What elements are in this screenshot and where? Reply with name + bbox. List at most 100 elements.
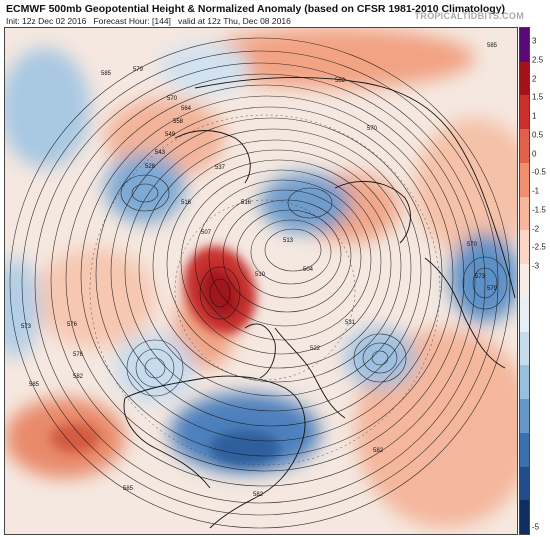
coastline <box>244 323 276 379</box>
anomaly-blob <box>5 48 90 168</box>
height-contour <box>264 228 322 272</box>
height-contour <box>131 183 159 203</box>
colorbar-label: 2 <box>532 74 537 83</box>
height-contour <box>126 339 184 397</box>
brand-watermark: TROPICALTIDBITS.COM <box>414 11 524 21</box>
contour-label: 537 <box>215 165 226 171</box>
height-contour <box>21 50 499 516</box>
contour-label: 528 <box>145 164 156 170</box>
anomaly-blob <box>5 258 40 358</box>
contour-label: 516 <box>241 200 252 206</box>
colorbar-label: 0 <box>532 149 537 158</box>
subtitle: Init: 12z Dec 02 2016 Forecast Hour: [14… <box>6 16 291 26</box>
colorbar-segment <box>520 162 529 198</box>
height-contour <box>110 117 432 427</box>
anomaly-blob <box>345 328 415 388</box>
colorbar-label: -1 <box>532 186 540 196</box>
contour-label: 513 <box>283 238 294 244</box>
height-contour <box>80 95 454 457</box>
anomaly-blob <box>450 233 517 323</box>
contour-label: 522 <box>310 346 321 352</box>
colorbar-label: -0.5 <box>532 167 546 177</box>
colorbar-segment <box>520 500 529 535</box>
map-panel: 585 579 570 564 558 549 543 528 537 516 … <box>4 27 518 535</box>
colorbar-segment <box>520 28 529 63</box>
contour-label: 570 <box>467 242 478 248</box>
height-contour <box>9 37 511 529</box>
colorbar-label: -3 <box>532 261 540 271</box>
anomaly-blob <box>160 43 250 93</box>
height-contour <box>144 357 166 379</box>
height-contour <box>152 149 402 383</box>
height-contour <box>250 219 332 285</box>
height-contour <box>120 174 170 212</box>
height-contours <box>9 37 511 529</box>
contour-label: 516 <box>181 200 192 206</box>
height-contour <box>222 199 352 313</box>
colorbar-segment <box>520 331 529 366</box>
height-contour <box>138 139 412 397</box>
height-contour <box>353 333 407 383</box>
contour-label: 585 <box>29 382 40 388</box>
contour-label: 579 <box>133 67 144 73</box>
height-contour <box>362 342 398 374</box>
height-contour <box>371 350 389 366</box>
anomaly-blob <box>115 333 195 403</box>
contour-label: 582 <box>373 448 384 454</box>
graticule <box>89 114 441 466</box>
coastline <box>334 181 411 244</box>
height-contour <box>166 159 392 369</box>
contour-label: 582 <box>253 492 264 498</box>
colorbar-label: -2.5 <box>532 242 546 252</box>
colorbar-label: -2 <box>532 224 540 233</box>
colorbar-label: -5 <box>532 522 540 532</box>
anomaly-blob <box>105 153 185 223</box>
height-contour <box>208 189 362 327</box>
chart-title: ECMWF 500mb Geopotential Height & Normal… <box>6 3 506 15</box>
contour-label: 510 <box>255 272 266 278</box>
colorbar-label: 3 <box>532 36 537 46</box>
colorbar-segment <box>520 95 529 130</box>
contour-label: 573 <box>475 274 486 280</box>
anomaly-field <box>5 28 517 528</box>
colorbar-segment <box>520 466 529 501</box>
colorbar-segment <box>520 365 529 400</box>
colorbar-segment <box>520 230 529 265</box>
colorbar-segment <box>520 61 529 96</box>
height-contour <box>65 84 465 472</box>
height-contour <box>462 256 508 310</box>
colorbar-segment <box>520 196 529 231</box>
latitude-line <box>89 114 441 466</box>
anomaly-blob <box>195 28 475 88</box>
coastline <box>274 327 346 419</box>
contour-label: 576 <box>73 352 84 358</box>
height-contour <box>472 267 498 299</box>
contour-label: 582 <box>73 374 84 380</box>
contour-label: 582 <box>335 78 346 84</box>
contour-label: 504 <box>303 267 314 273</box>
contour-label: 585 <box>101 71 112 77</box>
colorbar-segment <box>520 129 529 164</box>
colorbar-label: 1.5 <box>532 92 544 102</box>
anomaly-blob <box>50 423 100 453</box>
latitude-line <box>174 199 356 381</box>
contour-labels: 585 579 570 564 558 549 543 528 537 516 … <box>21 43 498 498</box>
height-contour <box>124 128 422 412</box>
coastline <box>424 257 506 369</box>
colorbar <box>519 27 530 535</box>
colorbar-segment <box>520 264 529 299</box>
contour-label: 573 <box>21 324 32 330</box>
contour-label: 558 <box>173 119 184 125</box>
contour-label: 564 <box>181 106 192 112</box>
coastline <box>174 130 251 184</box>
colorbar-label: 0.5 <box>532 130 544 140</box>
anomaly-blob <box>415 118 517 258</box>
colorbar-segment <box>520 399 529 434</box>
height-contour <box>209 278 231 308</box>
contour-label: 579 <box>487 286 498 292</box>
contour-label: 543 <box>155 150 166 156</box>
colorbar-segment <box>520 297 529 333</box>
contour-label: 570 <box>367 126 378 132</box>
height-contour <box>50 73 476 487</box>
colorbar-label: 1 <box>532 111 537 121</box>
